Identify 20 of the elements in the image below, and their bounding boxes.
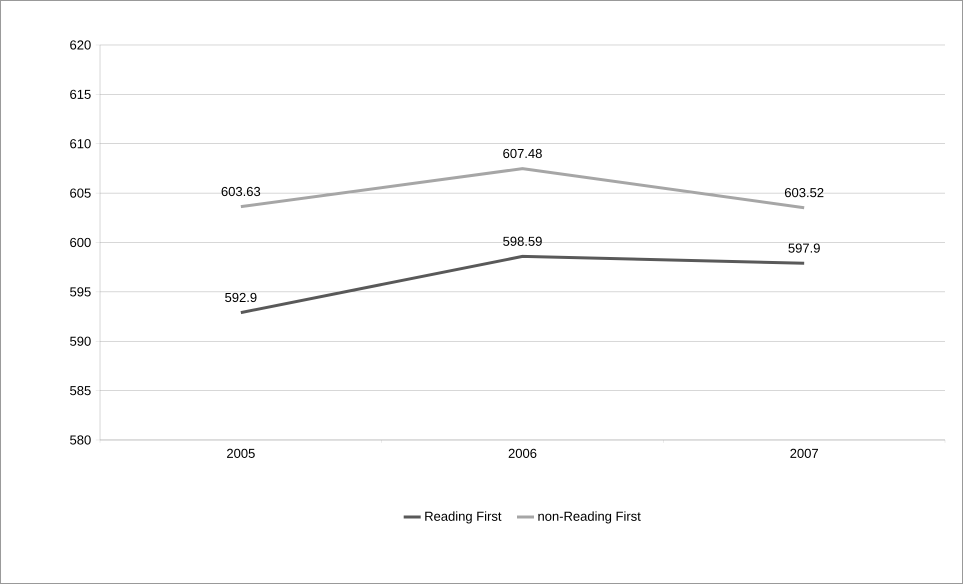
y-tick-label: 620 <box>70 40 91 50</box>
data-label: 607.48 <box>503 148 542 158</box>
legend-label: Reading First <box>425 511 502 524</box>
x-tick-label: 2005 <box>227 448 255 458</box>
y-tick-label: 610 <box>70 139 91 148</box>
data-label: 598.59 <box>503 236 542 246</box>
data-label: 603.52 <box>784 188 824 198</box>
y-tick-label: 615 <box>70 90 91 99</box>
y-tick-label: 585 <box>70 386 91 396</box>
y-tick-label: 605 <box>70 188 91 198</box>
y-tick-label: 590 <box>70 336 91 346</box>
data-label: 603.63 <box>222 186 260 196</box>
data-label: 592.9 <box>225 292 256 302</box>
y-tick-label: 580 <box>70 435 91 445</box>
data-label: 597.9 <box>788 243 820 253</box>
legend-label: non-Reading First <box>538 511 641 524</box>
y-tick-label: 600 <box>70 238 91 248</box>
y-tick-label: 595 <box>70 287 91 296</box>
x-tick-label: 2007 <box>790 448 818 458</box>
x-tick-label: 2006 <box>508 448 536 458</box>
